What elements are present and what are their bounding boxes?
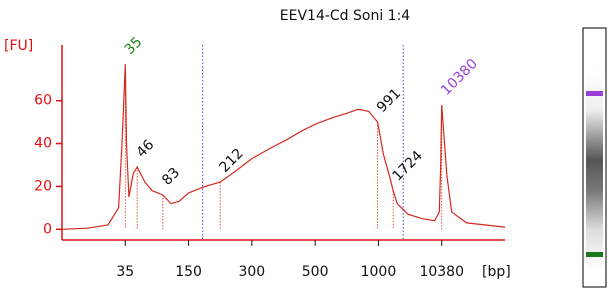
x-tick-label: 10380 [419, 264, 464, 280]
peak-label: 83 [159, 165, 183, 189]
peak-label: 1724 [390, 148, 427, 185]
chart: EEV14-Cd Soni 1:4 [FU] [bp] 0 20 40 60 35 150… [0, 0, 609, 307]
peak-label: 35 [122, 34, 146, 58]
x-axis-label: [bp] [482, 264, 511, 280]
chart-title: EEV14-Cd Soni 1:4 [280, 8, 411, 24]
y-tick-label: 60 [34, 93, 52, 109]
peak-label: 10380 [438, 56, 481, 99]
x-tick-label: 150 [175, 264, 202, 280]
y-tick-label: 0 [43, 221, 52, 237]
peak-label: 46 [134, 137, 158, 161]
y-tick-label: 40 [34, 136, 52, 152]
x-tick-label: 35 [116, 264, 134, 280]
x-tick-label: 300 [238, 264, 265, 280]
y-tick-label: 20 [34, 178, 52, 194]
x-tick-label: 1000 [361, 264, 397, 280]
peak-label: 991 [374, 86, 404, 116]
gel-lane [583, 28, 606, 287]
y-axis-label: [FU] [4, 38, 33, 54]
x-tick-label: 500 [302, 264, 329, 280]
peak-label: 212 [217, 146, 247, 176]
